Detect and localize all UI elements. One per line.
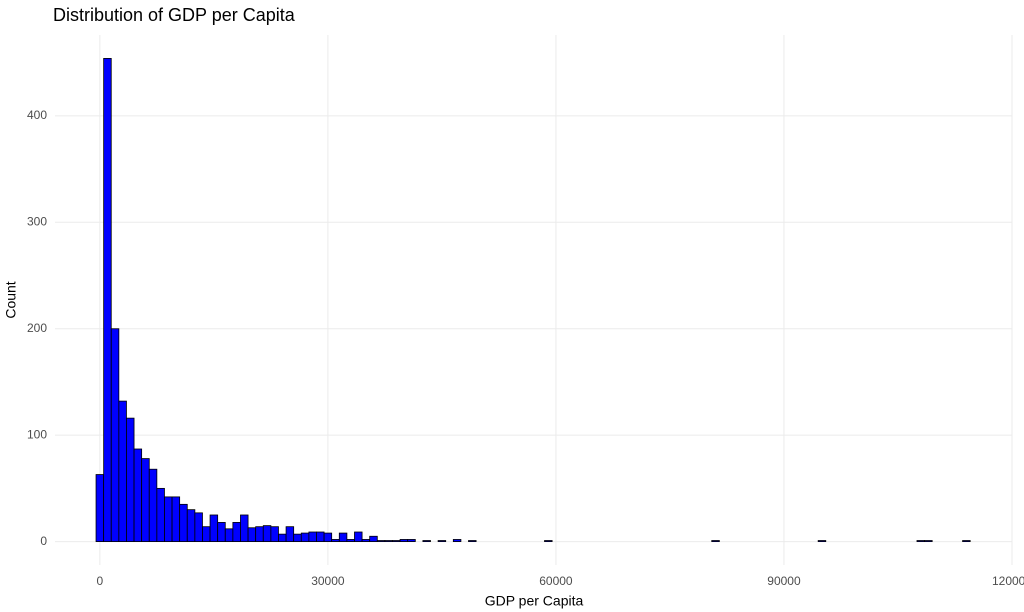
x-tick-label: 120000 (992, 574, 1024, 588)
bar (270, 526, 279, 542)
bar (392, 540, 401, 542)
bar (126, 417, 135, 542)
bar (217, 522, 226, 542)
bar (338, 532, 348, 542)
bar (232, 522, 241, 542)
bar (262, 525, 272, 542)
bar (186, 509, 196, 542)
bar (164, 496, 173, 542)
bar (384, 540, 393, 542)
bar (278, 533, 287, 542)
bar (156, 487, 165, 542)
bar (202, 526, 211, 542)
bar (452, 539, 462, 542)
bar (316, 531, 325, 542)
bar (361, 539, 371, 542)
x-axis-label: GDP per Capita (485, 593, 584, 609)
bar (346, 539, 355, 542)
bar (118, 400, 127, 542)
bar (300, 532, 310, 542)
bar (437, 540, 447, 542)
bar (354, 531, 363, 542)
bar (962, 540, 971, 542)
bar (194, 512, 203, 542)
bar (148, 468, 158, 542)
y-tick-label: 200 (27, 321, 47, 335)
y-tick-label: 300 (27, 214, 47, 228)
bar (110, 328, 120, 542)
bar (817, 540, 827, 542)
bar (103, 58, 112, 542)
bar (308, 531, 317, 542)
bar (323, 532, 333, 542)
bar (179, 503, 188, 542)
bar (369, 535, 378, 542)
bar (468, 540, 477, 542)
bar (422, 540, 431, 542)
x-tick-label: 60000 (539, 574, 573, 588)
bar (407, 539, 416, 542)
bar (544, 540, 553, 542)
y-tick-label: 400 (27, 108, 47, 122)
bar (133, 448, 143, 542)
bar (240, 514, 249, 542)
x-tick-label: 30000 (311, 574, 345, 588)
bar (924, 540, 933, 542)
x-tick-label: 0 (97, 574, 104, 588)
y-tick-label: 0 (40, 534, 47, 548)
bar (209, 514, 219, 542)
y-tick-label: 100 (27, 427, 47, 441)
bar (399, 539, 409, 542)
bar (171, 496, 181, 542)
bar (95, 474, 105, 542)
bar (376, 540, 386, 542)
bar (247, 527, 257, 542)
bar (141, 458, 150, 542)
bar (916, 540, 925, 542)
bar (224, 528, 234, 542)
bar (285, 526, 295, 542)
bar (293, 533, 302, 542)
bar (711, 540, 720, 542)
bar (331, 539, 340, 542)
x-tick-label: 90000 (767, 574, 801, 588)
bar (255, 526, 264, 542)
chart-title: Distribution of GDP per Capita (53, 5, 296, 25)
y-axis-label: Count (3, 281, 19, 318)
